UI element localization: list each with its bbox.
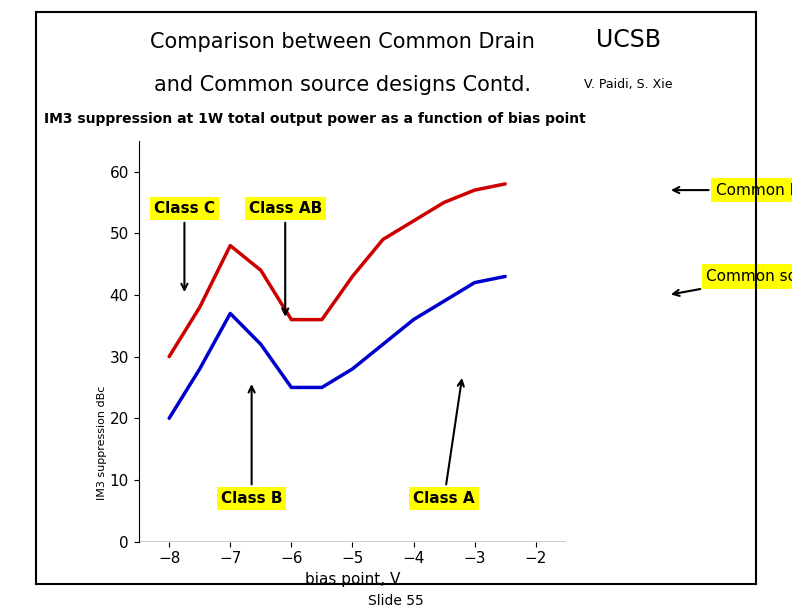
Text: IM3 suppression dBc: IM3 suppression dBc <box>97 386 107 500</box>
Text: Common source: Common source <box>673 269 792 296</box>
Text: Class B: Class B <box>221 386 283 506</box>
Text: UCSB: UCSB <box>596 28 661 52</box>
Text: Class A: Class A <box>413 380 475 506</box>
Text: IM3 suppression at 1W total output power as a function of bias point: IM3 suppression at 1W total output power… <box>44 112 586 125</box>
Text: Comparison between Common Drain: Comparison between Common Drain <box>150 32 535 52</box>
Text: and Common source designs Contd.: and Common source designs Contd. <box>154 75 531 94</box>
Text: Class AB: Class AB <box>249 201 322 315</box>
Text: Common Drain: Common Drain <box>673 182 792 198</box>
Text: Class C: Class C <box>154 201 215 290</box>
X-axis label: bias point, V: bias point, V <box>305 572 400 587</box>
Text: Slide 55: Slide 55 <box>368 594 424 608</box>
Text: V. Paidi, S. Xie: V. Paidi, S. Xie <box>584 78 672 91</box>
